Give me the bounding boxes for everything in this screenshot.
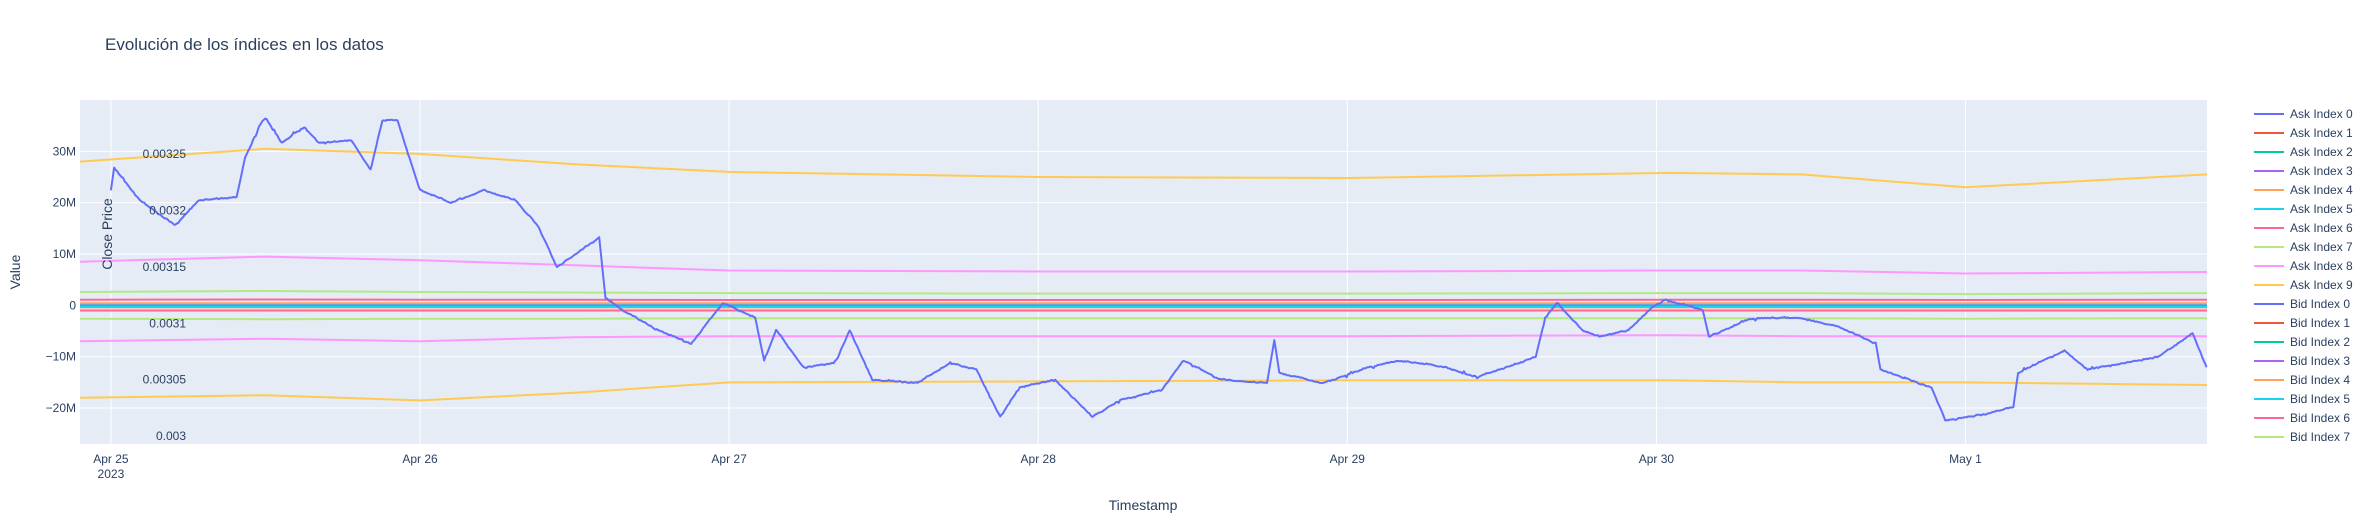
legend-label: Ask Index 2 <box>2290 145 2353 159</box>
legend-item[interactable]: Ask Index 0 <box>2254 107 2353 121</box>
y-tick-label: 30M <box>53 144 76 158</box>
y-tick-label: 0 <box>69 298 76 312</box>
y2-tick-label: 0.00325 <box>143 147 187 161</box>
legend-label: Bid Index 4 <box>2290 373 2350 387</box>
x-tick-label: Apr 27 <box>711 452 747 466</box>
x-axis-title: Timestamp <box>1109 497 1178 513</box>
series-close-price <box>109 117 2208 422</box>
y-tick-label: −10M <box>46 350 76 364</box>
legend-item[interactable]: Ask Index 1 <box>2254 126 2353 140</box>
y2-tick-label: 0.0031 <box>149 316 186 330</box>
legend-item[interactable]: Bid Index 4 <box>2254 373 2350 387</box>
series-ask-index-6 <box>79 298 2208 301</box>
legend-label: Ask Index 1 <box>2290 126 2353 140</box>
chart-title: Evolución de los índices en los datos <box>105 35 384 54</box>
y-axis-title: Value <box>7 254 23 289</box>
y2-axis-title: Close Price <box>99 198 115 270</box>
y2-tick-label: 0.00305 <box>143 373 187 387</box>
legend-item[interactable]: Bid Index 5 <box>2254 392 2350 406</box>
series-ask-index-7 <box>79 290 2208 296</box>
legend-label: Ask Index 4 <box>2290 183 2353 197</box>
legend-item[interactable]: Bid Index 7 <box>2254 430 2350 444</box>
y2-tick-label: 0.0032 <box>149 204 186 218</box>
x-tick-label: Apr 29 <box>1330 452 1366 466</box>
legend-item[interactable]: Ask Index 6 <box>2254 221 2353 235</box>
legend-label: Ask Index 8 <box>2290 259 2353 273</box>
legend-label: Bid Index 0 <box>2290 297 2350 311</box>
legend-label: Ask Index 5 <box>2290 202 2353 216</box>
legend-label: Bid Index 5 <box>2290 392 2350 406</box>
legend-label: Ask Index 9 <box>2290 278 2353 292</box>
legend-item[interactable]: Bid Index 6 <box>2254 411 2350 425</box>
legend-label: Bid Index 1 <box>2290 316 2350 330</box>
legend-item[interactable]: Ask Index 9 <box>2254 278 2353 292</box>
legend-label: Ask Index 3 <box>2290 164 2353 178</box>
y-axis-ticks: 30M 20M 10M 0 −10M −20M <box>46 144 77 415</box>
y-tick-label: 20M <box>53 196 76 210</box>
x-tick-label: Apr 30 <box>1639 452 1675 466</box>
series-unlabeled-18 <box>79 334 2207 343</box>
legend: Ask Index 0 Ask Index 1 Ask Index 2 Ask Ind… <box>2254 107 2353 444</box>
legend-label: Ask Index 7 <box>2290 240 2353 254</box>
legend-item[interactable]: Ask Index 5 <box>2254 202 2353 216</box>
legend-label: Ask Index 6 <box>2290 221 2353 235</box>
legend-item[interactable]: Ask Index 4 <box>2254 183 2353 197</box>
x-tick-label: Apr 28 <box>1021 452 1057 466</box>
series-bid-index-7 <box>79 317 2208 321</box>
legend-item[interactable]: Bid Index 3 <box>2254 354 2350 368</box>
legend-item[interactable]: Ask Index 7 <box>2254 240 2353 254</box>
x-tick-label: May 1 <box>1949 452 1982 466</box>
legend-label: Bid Index 2 <box>2290 335 2350 349</box>
legend-item[interactable]: Bid Index 1 <box>2254 316 2350 330</box>
legend-item[interactable]: Bid Index 0 <box>2254 297 2350 311</box>
legend-label: Ask Index 0 <box>2290 107 2353 121</box>
y-tick-label: 10M <box>53 247 76 261</box>
y2-tick-label: 0.003 <box>156 429 186 443</box>
legend-item[interactable]: Ask Index 2 <box>2254 145 2353 159</box>
legend-label: Bid Index 3 <box>2290 354 2350 368</box>
legend-item[interactable]: Bid Index 2 <box>2254 335 2350 349</box>
series-unlabeled-19 <box>79 379 2208 402</box>
x-tick-label: Apr 25 <box>93 452 129 466</box>
series-ask-index-8 <box>79 255 2208 275</box>
x-tick-label: Apr 26 <box>402 452 438 466</box>
legend-item[interactable]: Ask Index 8 <box>2254 259 2353 273</box>
x-tick-sublabel: 2023 <box>98 467 125 481</box>
y-tick-label: −20M <box>46 401 76 415</box>
legend-label: Bid Index 7 <box>2290 430 2350 444</box>
y2-tick-label: 0.00315 <box>143 260 187 274</box>
legend-label: Bid Index 6 <box>2290 411 2350 425</box>
y2-axis-ticks: 0.00325 0.0032 0.00315 0.0031 0.00305 0.003 <box>143 147 187 443</box>
traces <box>79 117 2208 422</box>
series-ask-index-9 <box>79 147 2208 189</box>
legend-item[interactable]: Ask Index 3 <box>2254 164 2353 178</box>
